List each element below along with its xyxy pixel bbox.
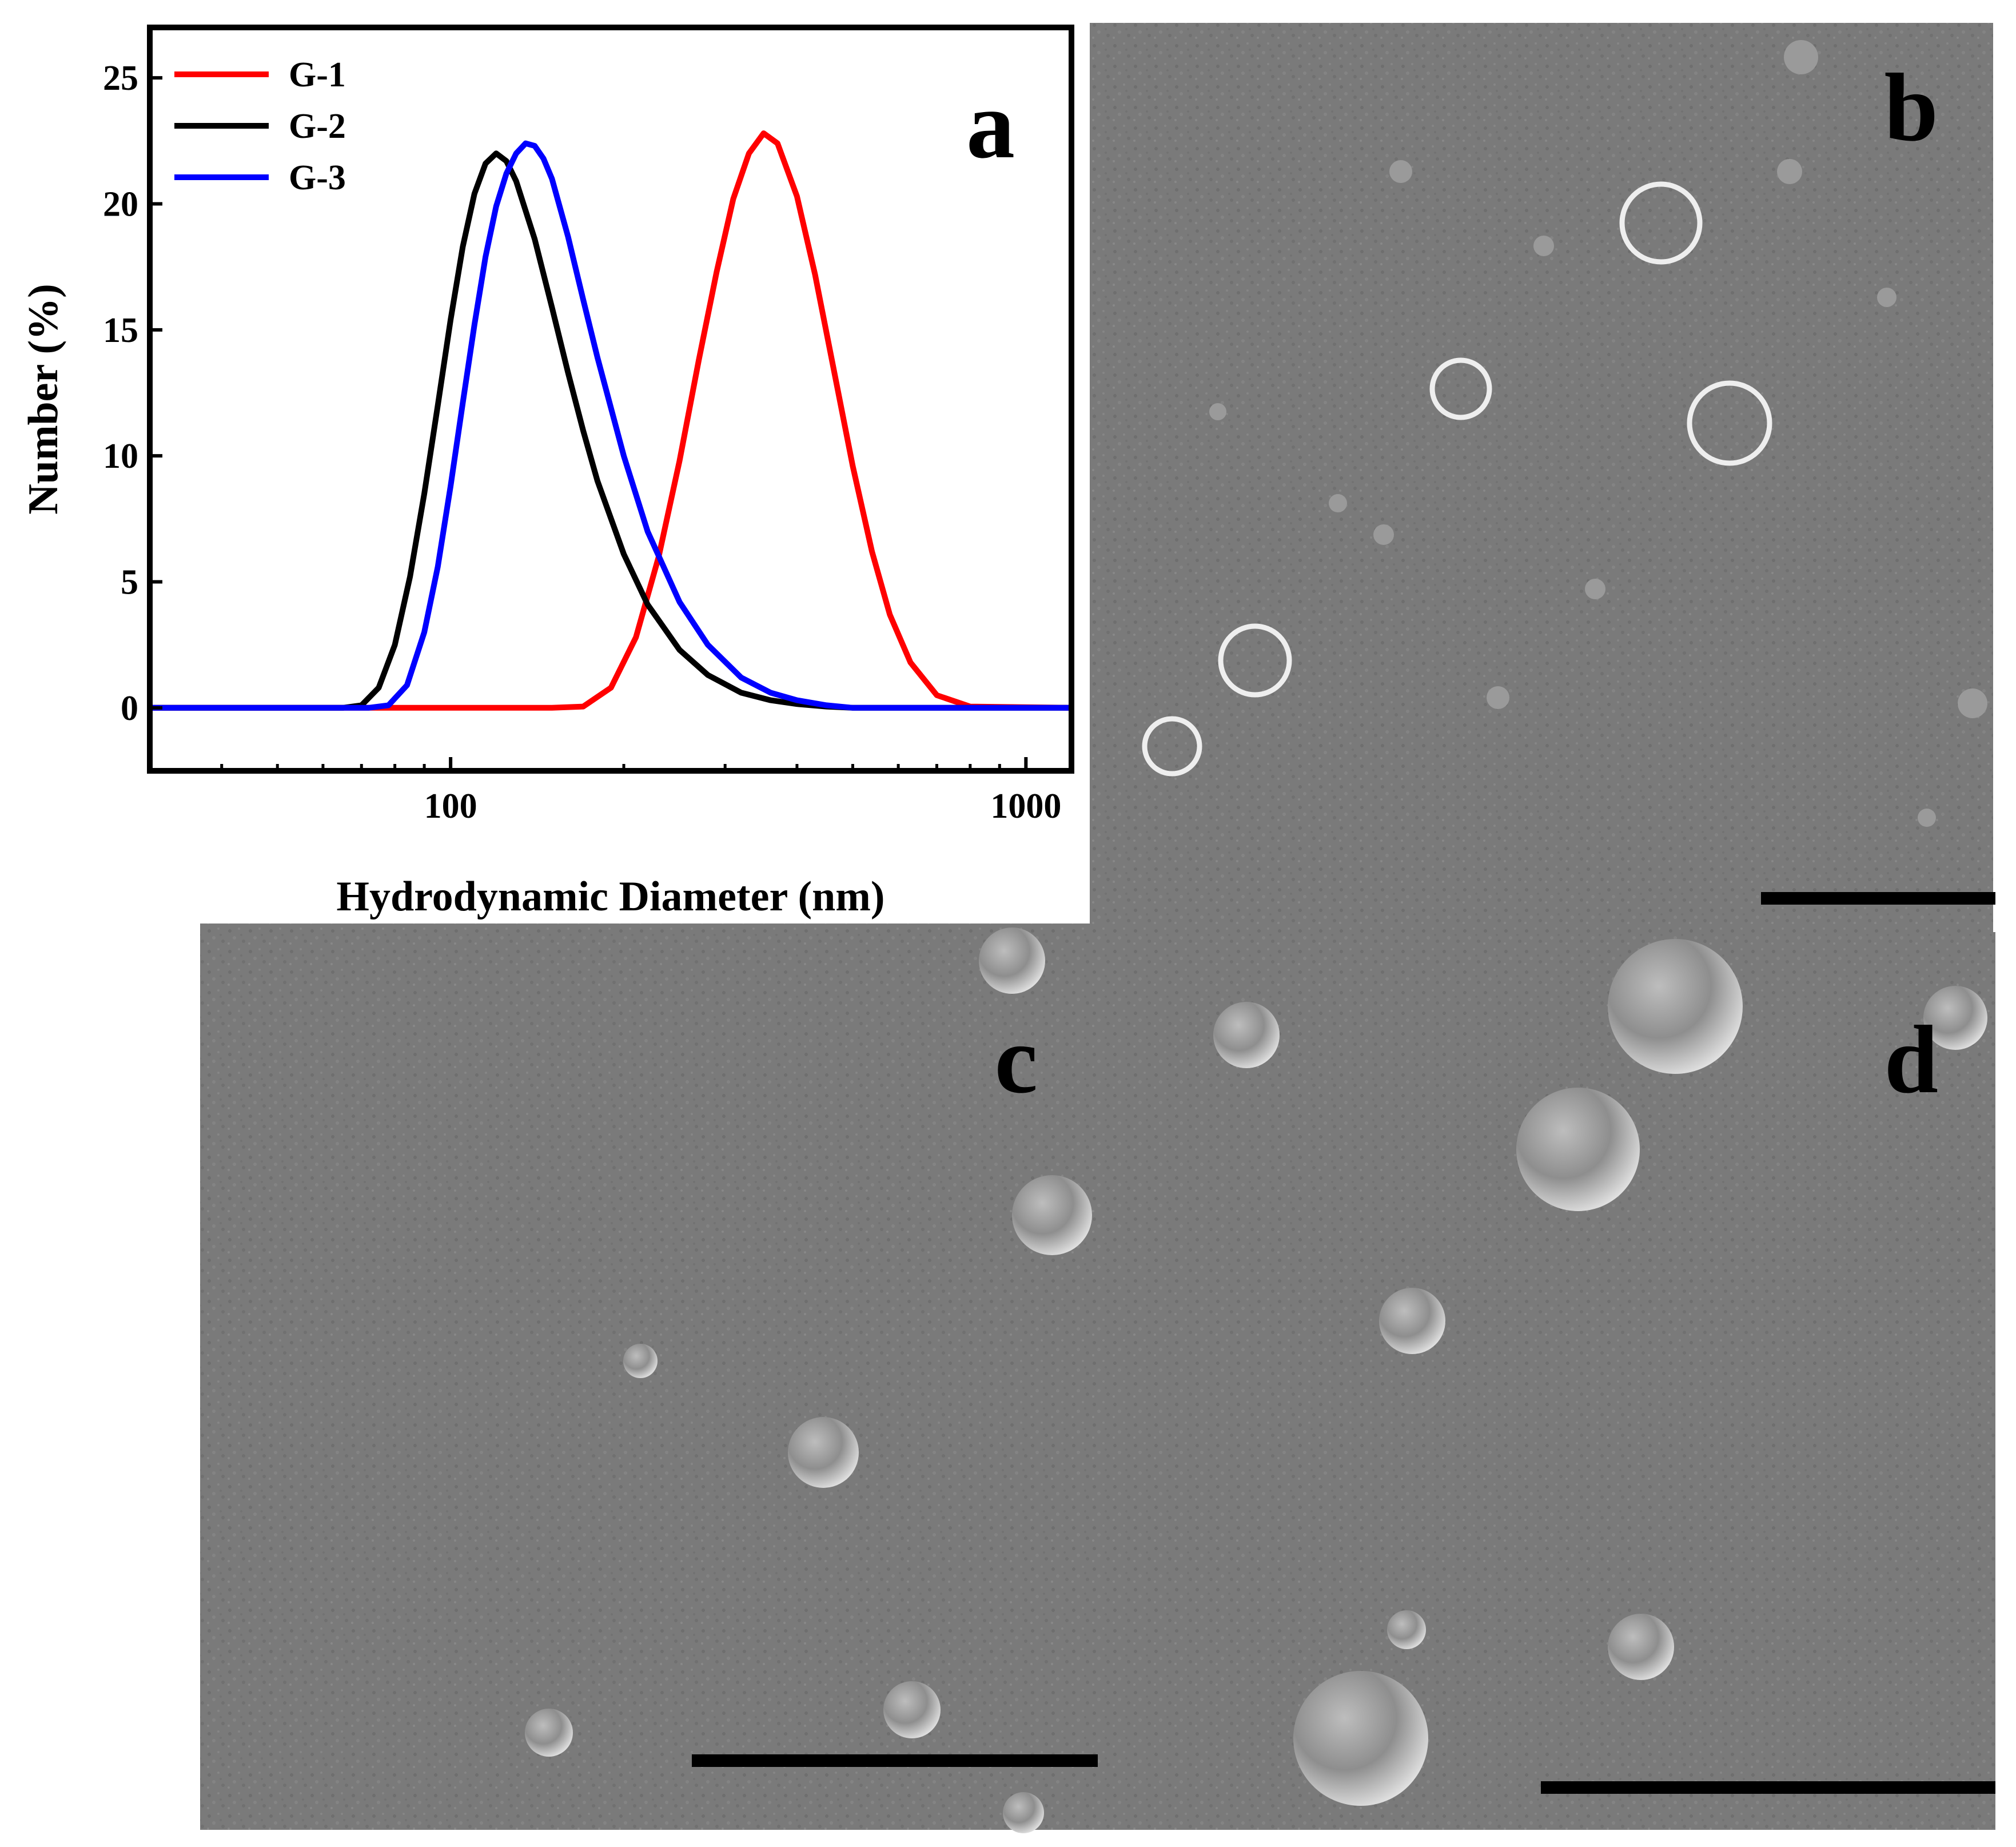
- y-tick-label: 10: [103, 437, 138, 476]
- sem-particles-d: [1213, 939, 1987, 1806]
- y-tick-label: 5: [121, 563, 138, 602]
- panel-letter-a: a: [966, 71, 1015, 178]
- y-tick-label: 0: [121, 689, 138, 728]
- panel-c: c: [200, 924, 1098, 1833]
- sem-image-c: [200, 924, 1098, 1830]
- panel-letter-d: d: [1884, 1006, 1938, 1113]
- y-tick-label: 20: [103, 185, 138, 224]
- series-line-g-1: [147, 130, 1074, 711]
- y-tick-label: 25: [103, 59, 138, 98]
- chart-marks: 0 5 10 15 20 25 100 1000 G-1 G-2 G-3: [103, 55, 1074, 826]
- legend-label-g-3: G-3: [289, 158, 346, 197]
- x-axis-title: Hydrodynamic Diameter (nm): [336, 873, 885, 920]
- y-tick-label: 15: [103, 311, 138, 350]
- scale-bar-b: [1761, 892, 1995, 905]
- x-tick-label: 1000: [990, 787, 1061, 826]
- sem-particles-c: [525, 928, 1092, 1833]
- panel-letter-c: c: [995, 1006, 1038, 1113]
- x-tick-label: 100: [424, 787, 477, 826]
- scale-bar-c: [692, 1754, 1098, 1767]
- series-line-g-2: [147, 150, 1074, 711]
- plot-frame: [147, 25, 1074, 774]
- panel-letter-b: b: [1884, 54, 1938, 161]
- chart-background: [0, 0, 1090, 921]
- series-line-g-3: [147, 140, 1074, 711]
- legend-label-g-2: G-2: [289, 107, 346, 146]
- legend-label-g-1: G-1: [289, 55, 346, 94]
- y-axis-title: Number (%): [20, 284, 67, 515]
- sem-particles-b: [1209, 40, 1987, 827]
- panel-d: d: [1098, 932, 1995, 1830]
- panel-b: b: [1090, 23, 1995, 932]
- panel-a-chart: 0 5 10 15 20 25 100 1000 G-1 G-2 G-3 a Hydrodynami…: [0, 0, 1090, 921]
- sem-vesicles-b: [1142, 181, 1772, 777]
- scale-bar-d: [1541, 1781, 1995, 1794]
- sem-image-d: [1098, 932, 1995, 1830]
- sem-image-b: [1090, 23, 1993, 932]
